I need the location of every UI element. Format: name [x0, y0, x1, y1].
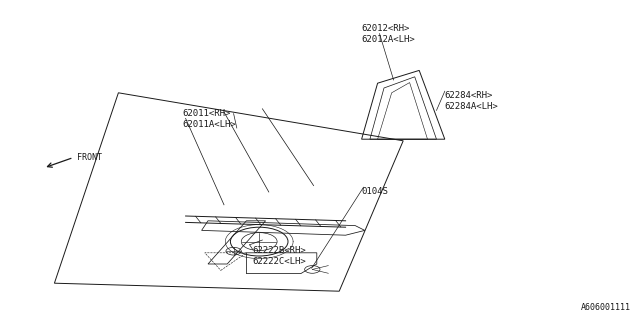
Text: 62222B<RH>
62222C<LH>: 62222B<RH> 62222C<LH> — [253, 246, 307, 267]
Text: 62012<RH>
62012A<LH>: 62012<RH> 62012A<LH> — [362, 24, 415, 44]
Text: 62284<RH>
62284A<LH>: 62284<RH> 62284A<LH> — [445, 91, 499, 111]
Text: FRONT: FRONT — [77, 153, 102, 162]
Text: 62011<RH>
62011A<LH>: 62011<RH> 62011A<LH> — [182, 109, 236, 129]
Text: A606001111: A606001111 — [580, 303, 630, 312]
Text: 0104S: 0104S — [362, 187, 388, 196]
